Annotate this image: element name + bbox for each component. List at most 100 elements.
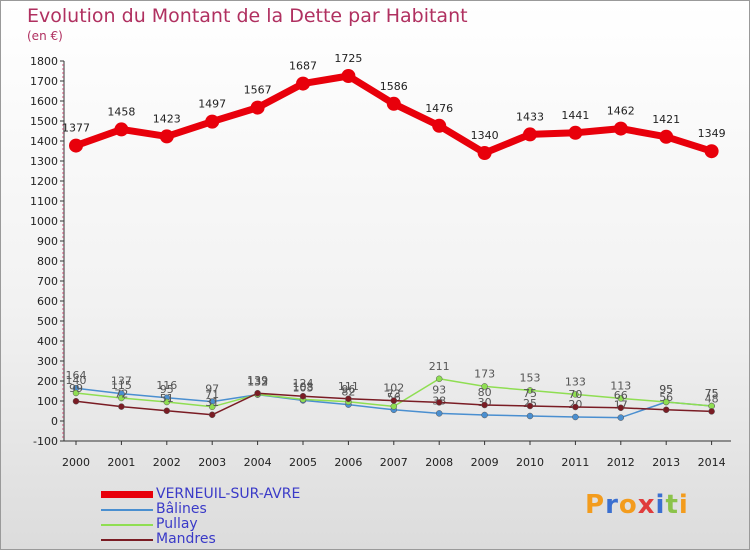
data-point — [568, 125, 583, 140]
y-tick-label: 1500 — [30, 115, 58, 128]
legend-swatch — [101, 538, 153, 541]
data-label: 1725 — [334, 52, 362, 65]
data-label: 72 — [114, 388, 128, 401]
unit-label: (en €) — [27, 29, 63, 43]
data-point — [163, 407, 171, 415]
data-point — [617, 404, 625, 412]
legend-swatch — [101, 491, 153, 498]
data-label: 164 — [66, 369, 87, 382]
data-point — [659, 129, 674, 144]
y-tick-label: 200 — [37, 375, 58, 388]
y-tick-label: 900 — [37, 235, 58, 248]
data-point — [572, 413, 579, 421]
x-tick-label: 2004 — [244, 456, 272, 469]
data-label: 48 — [705, 392, 719, 405]
data-label: 1349 — [698, 127, 726, 140]
data-label: 75 — [705, 387, 719, 400]
data-point — [523, 127, 537, 142]
data-point — [704, 144, 719, 159]
data-point — [435, 410, 443, 417]
y-tick-label: 300 — [37, 355, 58, 368]
x-tick-label: 2003 — [198, 456, 226, 469]
x-tick-label: 2009 — [471, 456, 499, 469]
data-label: 73 — [387, 387, 401, 400]
data-label: 133 — [247, 375, 268, 388]
data-label: 1441 — [561, 109, 589, 122]
data-label: 97 — [205, 383, 219, 396]
data-label: 211 — [429, 360, 450, 373]
data-label: 66 — [614, 389, 628, 402]
data-point — [208, 411, 216, 419]
y-tick-label: 600 — [37, 295, 58, 308]
logo-letter: o — [618, 490, 638, 520]
data-point — [708, 408, 715, 415]
x-tick-label: 2005 — [289, 456, 317, 469]
data-point — [341, 69, 356, 83]
x-tick-label: 2006 — [334, 456, 362, 469]
legend-item: Mandres — [101, 532, 300, 547]
data-label: 31 — [205, 396, 219, 409]
data-point — [390, 397, 398, 404]
data-label: 1421 — [652, 113, 680, 126]
data-label: 96 — [341, 383, 355, 396]
x-tick-label: 2000 — [62, 456, 90, 469]
data-point — [613, 121, 628, 136]
x-tick-label: 2012 — [607, 456, 635, 469]
data-label: 133 — [565, 375, 586, 388]
logo-letter: r — [605, 490, 619, 520]
data-label: 1687 — [289, 60, 317, 73]
legend-swatch — [101, 523, 153, 526]
data-label: 1433 — [516, 110, 544, 123]
data-point — [296, 76, 310, 91]
data-point — [69, 138, 83, 153]
logo-letter: i — [678, 490, 689, 520]
legend-label: Bâlines — [156, 501, 207, 517]
chart-title: Evolution du Montant de la Dette par Hab… — [27, 5, 468, 27]
y-tick-label: 1800 — [30, 55, 58, 68]
data-label: 75 — [523, 387, 537, 400]
data-point — [617, 395, 625, 402]
data-point — [526, 412, 534, 420]
legend-item: VERNEUIL-SUR-AVRE — [101, 487, 300, 502]
x-tick-label: 2013 — [652, 456, 680, 469]
y-tick-label: -100 — [33, 435, 58, 448]
data-label: 1423 — [153, 112, 181, 125]
data-point — [163, 398, 171, 406]
data-point — [477, 146, 492, 160]
data-point — [386, 96, 401, 111]
y-tick-label: 400 — [37, 335, 58, 348]
data-label: 115 — [111, 379, 132, 392]
y-tick-label: 1300 — [30, 155, 58, 168]
legend: VERNEUIL-SUR-AVRE Bâlines Pullay Mandres — [101, 487, 300, 547]
x-tick-label: 2007 — [380, 456, 408, 469]
data-point — [118, 394, 125, 402]
data-point — [481, 411, 488, 419]
logo-letter: x — [637, 490, 656, 520]
y-tick-label: 1100 — [30, 195, 58, 208]
data-label: 111 — [338, 380, 359, 393]
data-label: 75 — [705, 387, 719, 400]
data-label: 102 — [383, 382, 404, 395]
data-point — [390, 403, 398, 410]
data-point — [159, 129, 174, 144]
data-label: 70 — [568, 388, 582, 401]
data-label: 95 — [659, 383, 673, 396]
x-tick-label: 2008 — [425, 456, 453, 469]
y-tick-label: 1200 — [30, 175, 58, 188]
data-point — [662, 406, 670, 414]
data-label: 56 — [659, 391, 673, 404]
y-tick-label: 0 — [51, 415, 58, 428]
data-point — [481, 383, 488, 390]
y-tick-label: 1700 — [30, 75, 58, 88]
y-tick-label: 1400 — [30, 135, 58, 148]
data-point — [526, 402, 534, 410]
data-label: 95 — [160, 383, 174, 396]
data-label: 1497 — [198, 98, 226, 111]
data-label: 132 — [247, 376, 268, 389]
data-point — [114, 122, 129, 137]
x-tick-label: 2011 — [561, 456, 589, 469]
data-label: 80 — [478, 386, 492, 399]
legend-item: Bâlines — [101, 502, 300, 517]
